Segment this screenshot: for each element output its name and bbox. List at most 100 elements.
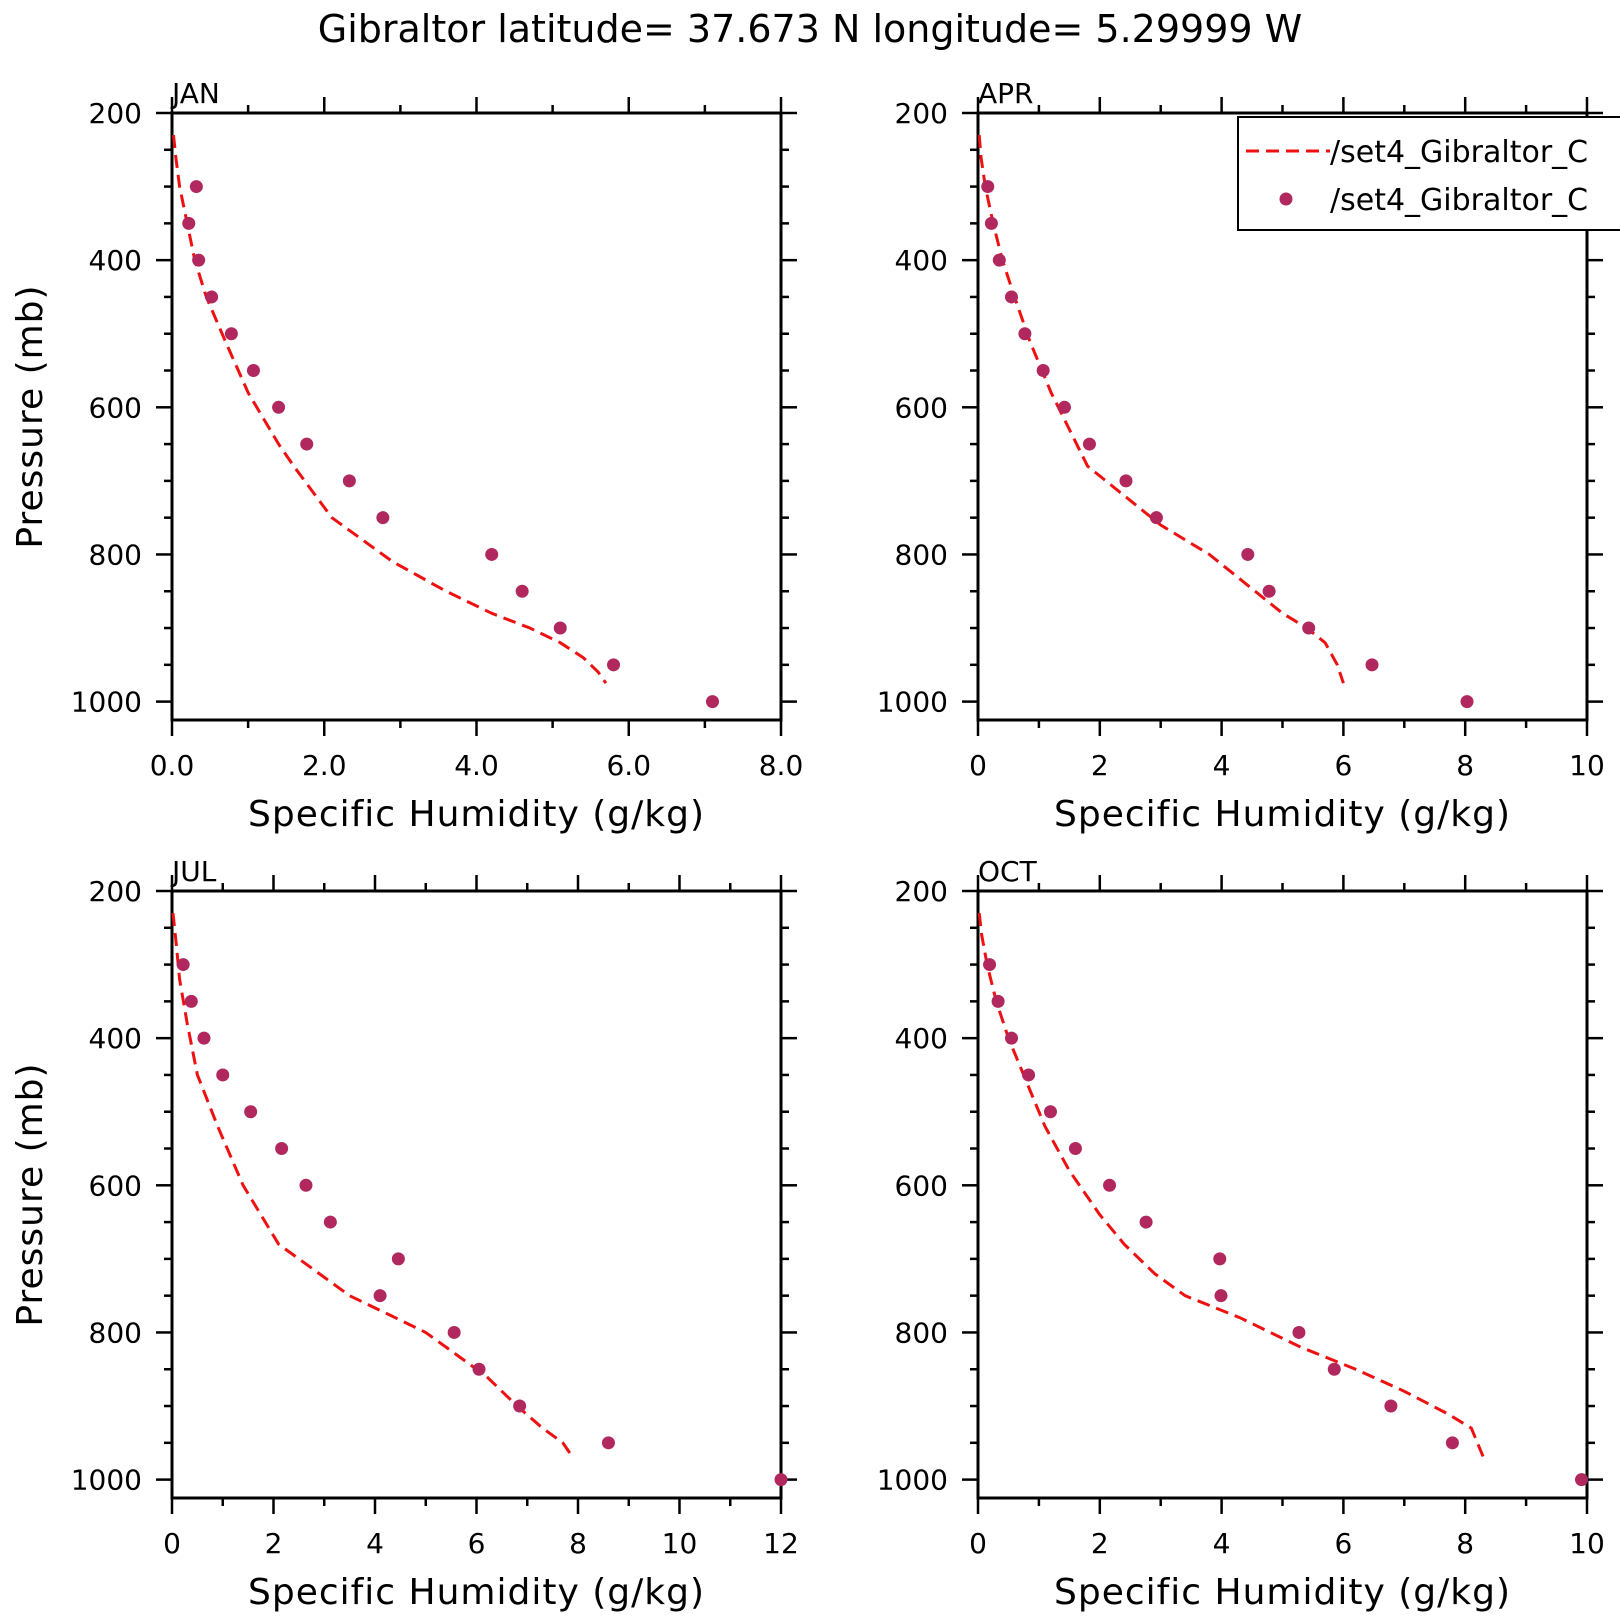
obs-point — [984, 216, 998, 230]
obs-point — [373, 1289, 387, 1303]
obs-point — [246, 364, 260, 378]
obs-point — [1241, 547, 1255, 561]
obs-point — [1262, 584, 1276, 598]
obs-point — [1036, 364, 1050, 378]
panel-label-jan: JAN — [170, 77, 220, 110]
obs-point — [1082, 437, 1096, 451]
obs-point — [1068, 1142, 1082, 1156]
y-axis-title: Pressure (mb) — [10, 284, 51, 548]
y-tick-label: 1000 — [877, 686, 948, 719]
x-tick-label: 4 — [1213, 1527, 1231, 1560]
x-tick-label: 10 — [662, 1527, 698, 1560]
obs-point — [1445, 1436, 1459, 1450]
x-axis-title: Specific Humidity (g/kg) — [248, 794, 705, 835]
x-tick-label: 10 — [1569, 749, 1605, 782]
y-tick-label: 800 — [89, 1316, 142, 1349]
x-tick-label: 8 — [569, 1527, 587, 1560]
obs-point — [224, 327, 238, 341]
y-tick-label: 600 — [895, 1169, 948, 1202]
y-tick-label: 200 — [89, 875, 142, 908]
panel-label-jul: JUL — [170, 855, 217, 888]
legend-box — [1237, 116, 1620, 231]
obs-point — [244, 1105, 258, 1119]
obs-point — [1292, 1325, 1306, 1339]
obs-point — [391, 1252, 405, 1266]
obs-point — [601, 1436, 615, 1450]
plot-frame-oct — [976, 889, 1589, 1500]
obs-point — [991, 994, 1005, 1008]
obs-point — [705, 695, 719, 709]
obs-point — [205, 290, 219, 304]
obs-point — [1004, 1031, 1018, 1045]
obs-point — [342, 474, 356, 488]
panel-jul: JUL 0 2 4 6 8 10 12 200 400 600 800 1000 Specific Hum… — [10, 855, 799, 1613]
x-tick-label: 6 — [468, 1527, 486, 1560]
x-tick-label: 4.0 — [454, 749, 499, 782]
panel-oct: OCT 0 2 4 6 8 10 200 400 600 800 1000 Specific Humid… — [877, 855, 1605, 1613]
legend-marker-swatch — [1279, 192, 1293, 206]
x-tick-label: 6 — [1334, 749, 1352, 782]
obs-point — [1213, 1252, 1227, 1266]
x-tick-label: 6 — [1334, 1527, 1352, 1560]
y-tick-label: 400 — [895, 244, 948, 277]
obs-point — [472, 1362, 486, 1376]
x-tick-label: 2 — [265, 1527, 283, 1560]
obs-point — [1327, 1362, 1341, 1376]
y-tick-label: 1000 — [877, 1464, 948, 1497]
x-tick-label: 8 — [1456, 1527, 1474, 1560]
y-tick-label: 400 — [895, 1022, 948, 1055]
obs-point — [774, 1473, 788, 1487]
y-tick-label: 600 — [89, 391, 142, 424]
legend: /set4_Gibraltor_C/set4_Gibraltor_C — [1237, 116, 1620, 231]
obs-point — [323, 1215, 337, 1229]
obs-point — [1103, 1178, 1117, 1192]
obs-point — [272, 400, 286, 414]
x-tick-label: 4 — [366, 1527, 384, 1560]
obs-point — [1022, 1068, 1036, 1082]
obs-point — [1460, 695, 1474, 709]
model-line-oct — [977, 912, 1485, 1459]
x-tick-label: 8.0 — [759, 749, 804, 782]
x-tick-label: 0.0 — [150, 749, 195, 782]
x-tick-label: 8 — [1456, 749, 1474, 782]
y-tick-label: 1000 — [71, 1464, 142, 1497]
x-tick-label: 2.0 — [302, 749, 347, 782]
obs-point — [1139, 1215, 1153, 1229]
obs-point — [300, 437, 314, 451]
y-tick-label: 200 — [895, 97, 948, 130]
obs-point — [992, 253, 1006, 267]
y-tick-label: 600 — [895, 391, 948, 424]
y-tick-label: 1000 — [71, 686, 142, 719]
obs-point — [1149, 511, 1163, 525]
x-tick-label: 0 — [969, 749, 987, 782]
y-tick-label: 400 — [89, 244, 142, 277]
obs-point — [192, 253, 206, 267]
obs-point — [184, 994, 198, 1008]
obs-point — [376, 511, 390, 525]
panel-label-oct: OCT — [978, 855, 1038, 888]
obs-point — [1119, 474, 1133, 488]
x-tick-label: 2 — [1091, 1527, 1109, 1560]
y-tick-label: 800 — [895, 538, 948, 571]
x-axis-title: Specific Humidity (g/kg) — [1054, 794, 1511, 835]
x-tick-label: 4 — [1213, 749, 1231, 782]
y-tick-label: 400 — [89, 1022, 142, 1055]
x-tick-label: 10 — [1569, 1527, 1605, 1560]
obs-point — [1004, 290, 1018, 304]
obs-point — [1384, 1399, 1398, 1413]
x-axis-title: Specific Humidity (g/kg) — [1054, 1572, 1511, 1613]
obs-point — [515, 584, 529, 598]
obs-point — [216, 1068, 230, 1082]
y-tick-label: 800 — [89, 538, 142, 571]
x-tick-label: 0 — [163, 1527, 181, 1560]
obs-point — [1057, 400, 1071, 414]
y-tick-label: 200 — [89, 97, 142, 130]
obs-point — [299, 1178, 313, 1192]
obs-point — [1575, 1473, 1589, 1487]
obs-point — [176, 958, 190, 972]
obs-point — [485, 547, 499, 561]
x-tick-label: 12 — [763, 1527, 799, 1560]
obs-point — [513, 1399, 527, 1413]
y-tick-label: 200 — [895, 875, 948, 908]
obs-point — [1018, 327, 1032, 341]
